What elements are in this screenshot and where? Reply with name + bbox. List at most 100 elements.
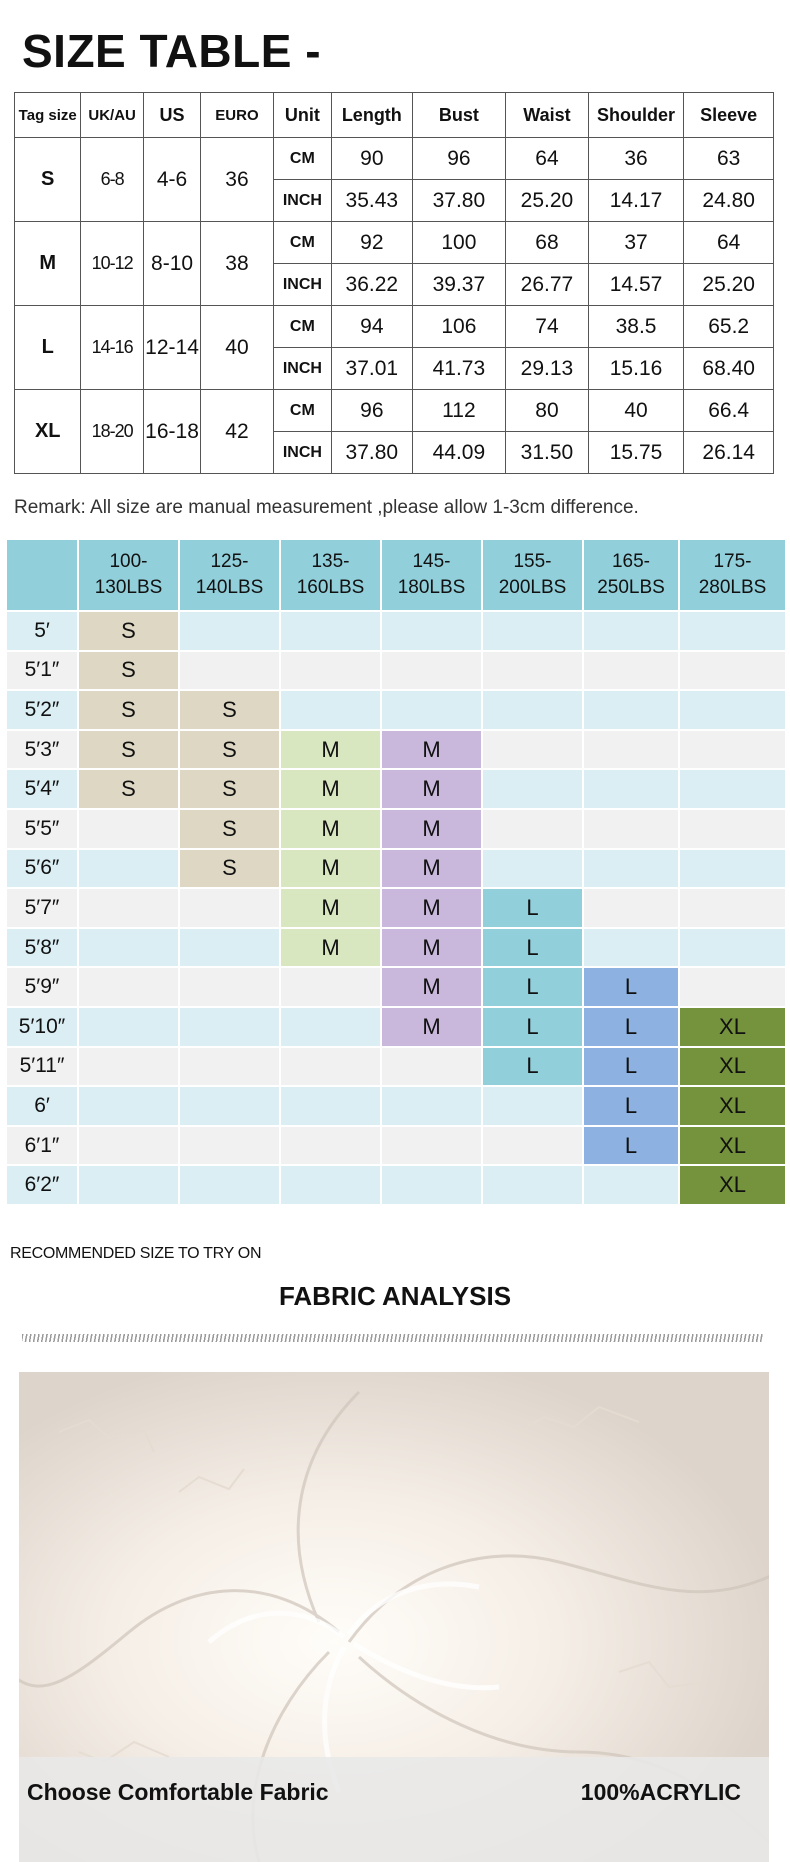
size-recommendation-cell: L <box>582 1045 680 1088</box>
weight-header-row: 100- 130LBS 125- 140LBS 135- 160LBS 145- 180LBS… <box>5 538 787 612</box>
empty-cell <box>279 1045 382 1088</box>
us-cell: 4-6 <box>142 137 202 222</box>
empty-cell <box>582 807 680 850</box>
sleeve-cell: 65.2 <box>683 305 774 348</box>
size-recommendation-cell: S <box>77 728 180 771</box>
height-label: 6′2″ <box>5 1164 79 1206</box>
empty-cell <box>279 1085 382 1127</box>
empty-cell <box>178 1164 281 1206</box>
height-label: 6′ <box>5 1085 79 1127</box>
height-label: 5′9″ <box>5 966 79 1008</box>
weight-line-2: 250LBS <box>597 577 665 598</box>
empty-cell <box>582 689 680 731</box>
header-sleeve: Sleeve <box>683 92 774 138</box>
empty-cell <box>481 847 584 890</box>
weight-line-2: 280LBS <box>698 577 767 598</box>
height-label: 6′1″ <box>5 1124 79 1167</box>
empty-cell <box>178 1005 281 1048</box>
shoulder-cell: 14.57 <box>587 263 685 306</box>
weight-header: 175- 280LBS <box>678 538 787 612</box>
bust-cell: 41.73 <box>411 347 507 390</box>
size-tag-cell: XL <box>13 389 82 474</box>
waist-cell: 68 <box>505 221 589 264</box>
size-row-xl-inch: INCH 37.80 44.09 31.50 15.75 26.14 <box>15 431 774 474</box>
recommended-note: RECOMMENDED SIZE TO TRY ON <box>10 1245 262 1262</box>
empty-cell <box>77 1005 180 1048</box>
empty-cell <box>178 649 281 692</box>
sleeve-cell: 64 <box>683 221 774 264</box>
empty-cell <box>77 926 180 969</box>
size-recommendation-cell: S <box>178 728 281 771</box>
empty-cell <box>380 1045 483 1088</box>
empty-cell <box>77 1124 180 1167</box>
uk-au-cell: 18-20 <box>80 389 144 474</box>
size-recommendation-cell: L <box>481 1005 584 1048</box>
empty-cell <box>678 689 787 731</box>
waist-cell: 64 <box>505 137 589 180</box>
shoulder-cell: 37 <box>587 221 685 264</box>
size-row-m-inch: INCH 36.22 39.37 26.77 14.57 25.20 <box>15 263 774 306</box>
header-length: Length <box>331 92 413 138</box>
height-label: 5′2″ <box>5 689 79 731</box>
height-label: 5′7″ <box>5 887 79 929</box>
size-row-s-cm: S 6-8 4-6 36 CM 90 96 64 36 63 <box>13 137 774 222</box>
height-row: 5′4″ S S M M <box>5 768 787 810</box>
weight-line-1: 135- <box>311 551 350 572</box>
weight-line-1: 125- <box>210 551 249 572</box>
waist-cell: 29.13 <box>505 347 589 390</box>
height-row: 6′2″ XL <box>5 1164 787 1206</box>
weight-line-2: 200LBS <box>498 577 567 598</box>
waist-cell: 31.50 <box>505 431 589 474</box>
height-row: 5′5″ S M M <box>5 807 787 850</box>
size-recommendation-cell: M <box>380 1005 483 1048</box>
empty-cell <box>678 807 787 850</box>
header-euro: EURO <box>200 92 274 138</box>
empty-cell <box>380 689 483 731</box>
weight-header: 145- 180LBS <box>380 538 483 612</box>
empty-cell <box>678 649 787 692</box>
length-cell: 37.80 <box>331 431 413 474</box>
shoulder-cell: 14.17 <box>587 179 685 222</box>
empty-cell <box>77 847 180 890</box>
bust-cell: 100 <box>411 221 507 264</box>
size-table-header: Tag size UK/AU US EURO Unit Length Bust … <box>13 92 774 138</box>
header-us: US <box>142 92 202 138</box>
shoulder-cell: 15.16 <box>587 347 685 390</box>
size-recommendation-cell: M <box>380 728 483 771</box>
us-cell: 8-10 <box>142 221 202 306</box>
shoulder-cell: 36 <box>587 137 685 180</box>
waist-cell: 74 <box>505 305 589 348</box>
empty-cell <box>279 689 382 731</box>
height-label: 5′ <box>5 610 79 652</box>
height-label: 5′4″ <box>5 768 79 810</box>
size-row-l-inch: INCH 37.01 41.73 29.13 15.16 68.40 <box>15 347 774 390</box>
empty-cell <box>582 847 680 890</box>
size-table: Tag size UK/AU US EURO Unit Length Bust … <box>13 92 774 474</box>
unit-cell: CM <box>272 389 333 432</box>
empty-cell <box>481 1124 584 1167</box>
us-cell: 12-14 <box>142 305 202 390</box>
empty-cell <box>678 728 787 771</box>
size-recommendation-cell: XL <box>678 1005 787 1048</box>
size-recommendation-cell: M <box>380 926 483 969</box>
waist-cell: 25.20 <box>505 179 589 222</box>
length-cell: 90 <box>331 137 413 180</box>
size-recommendation-cell: XL <box>678 1164 787 1206</box>
fabric-material: 100%ACRYLIC <box>580 1779 741 1805</box>
size-recommendation-cell: M <box>380 887 483 929</box>
weight-line-2: 140LBS <box>195 577 264 598</box>
header-shoulder: Shoulder <box>587 92 685 138</box>
bust-cell: 39.37 <box>411 263 507 306</box>
height-row: 5′9″ M L L <box>5 966 787 1008</box>
empty-cell <box>380 610 483 652</box>
empty-cell <box>582 768 680 810</box>
length-cell: 36.22 <box>331 263 413 306</box>
unit-cell: CM <box>272 221 333 264</box>
empty-cell <box>178 926 281 969</box>
weight-line-1: 100- <box>109 551 148 572</box>
uk-au-cell: 6-8 <box>80 137 144 222</box>
empty-cell <box>178 1045 281 1088</box>
size-row-xl-cm: XL 18-20 16-18 42 CM 96 112 80 40 66.4 <box>13 389 774 474</box>
size-recommendation-cell: M <box>279 847 382 890</box>
height-label: 5′1″ <box>5 649 79 692</box>
